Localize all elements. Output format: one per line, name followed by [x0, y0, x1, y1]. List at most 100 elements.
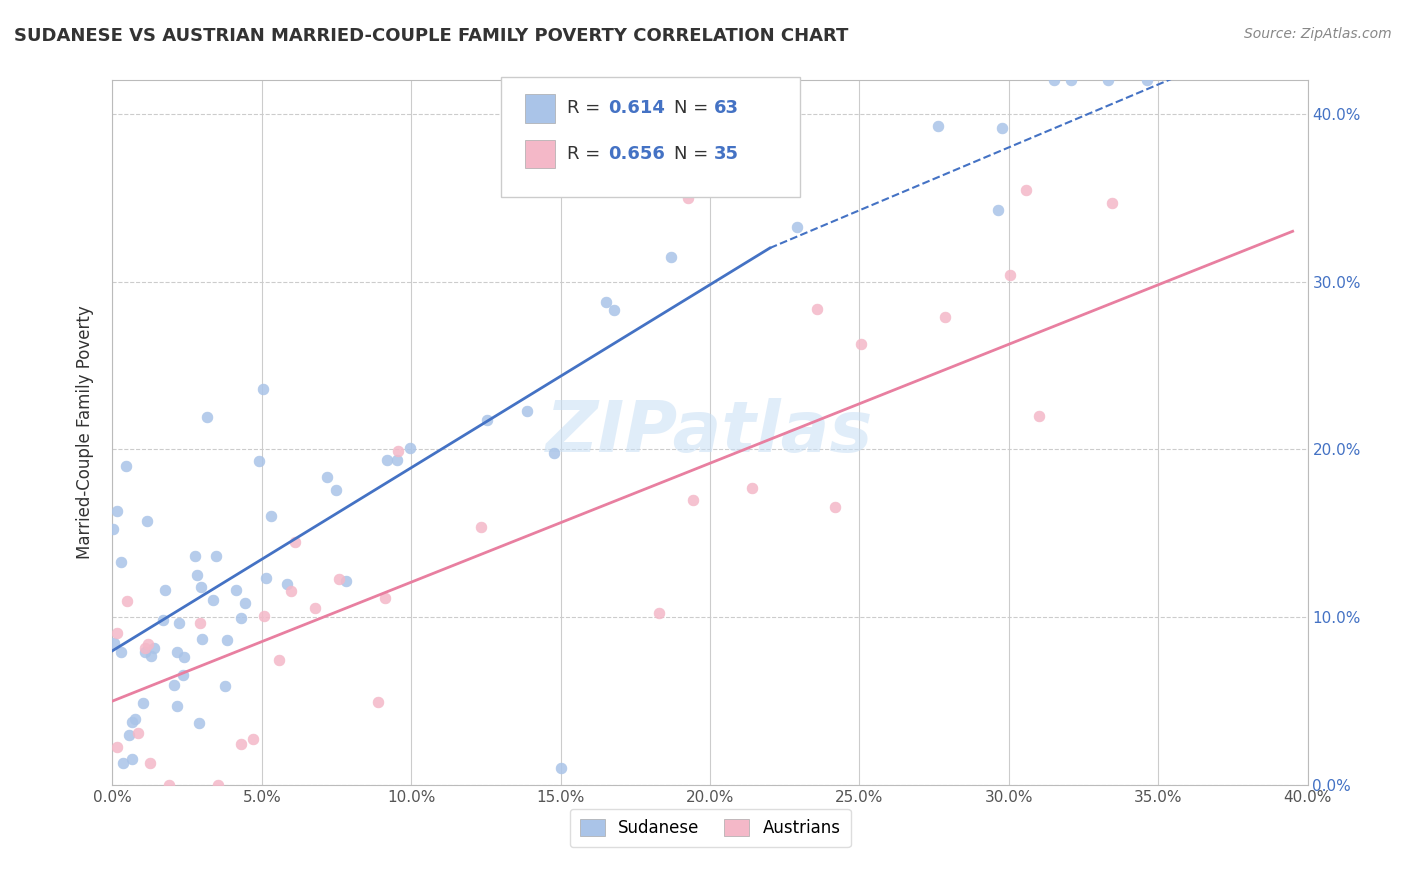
Point	[242, 731, 264, 746]
Point	[118, 728, 141, 742]
Point	[124, 712, 146, 726]
FancyBboxPatch shape	[524, 95, 555, 122]
Point	[121, 752, 143, 766]
Point	[105, 503, 128, 517]
Point	[259, 509, 281, 524]
Text: 0.614: 0.614	[609, 100, 665, 118]
Text: SUDANESE VS AUSTRIAN MARRIED-COUPLE FAMILY POVERTY CORRELATION CHART: SUDANESE VS AUSTRIAN MARRIED-COUPLE FAMI…	[14, 27, 848, 45]
Point	[806, 301, 828, 316]
Point	[1097, 73, 1119, 87]
Point	[247, 454, 270, 468]
Point	[325, 483, 347, 498]
Point	[153, 582, 176, 597]
Point	[375, 453, 398, 467]
Point	[676, 191, 699, 205]
Point	[167, 615, 190, 630]
Point	[253, 609, 276, 624]
Point	[173, 650, 195, 665]
Point	[280, 584, 302, 599]
Point	[387, 453, 409, 467]
Point	[316, 469, 339, 483]
Text: Source: ZipAtlas.com: Source: ZipAtlas.com	[1244, 27, 1392, 41]
Point	[786, 220, 808, 235]
Point	[207, 778, 229, 792]
Point	[139, 756, 162, 770]
Point	[759, 157, 782, 171]
Point	[132, 696, 155, 710]
Point	[387, 444, 409, 458]
Point	[143, 640, 166, 655]
Point	[398, 442, 420, 456]
Point	[824, 500, 846, 514]
Point	[682, 492, 704, 507]
Point	[470, 519, 492, 533]
Y-axis label: Married-Couple Family Poverty: Married-Couple Family Poverty	[76, 306, 94, 559]
Point	[927, 119, 949, 133]
Point	[1015, 183, 1038, 197]
FancyBboxPatch shape	[524, 140, 555, 169]
Point	[516, 403, 538, 417]
Point	[229, 611, 252, 625]
Point	[105, 739, 128, 754]
Point	[477, 412, 499, 426]
Point	[998, 268, 1021, 282]
Point	[105, 626, 128, 640]
Point	[267, 652, 290, 666]
Point	[205, 549, 228, 563]
Point	[195, 410, 218, 425]
Point	[1028, 409, 1050, 423]
Text: 63: 63	[714, 100, 738, 118]
Point	[166, 699, 188, 714]
Point	[1136, 73, 1159, 87]
Point	[163, 677, 186, 691]
Point	[934, 310, 956, 324]
Point	[121, 714, 143, 729]
Point	[103, 636, 125, 650]
Point	[602, 302, 624, 317]
Point	[112, 756, 135, 771]
Text: ZIPatlas: ZIPatlas	[547, 398, 873, 467]
Point	[186, 568, 208, 582]
Point	[141, 649, 163, 664]
Text: N =: N =	[675, 145, 714, 163]
Point	[991, 120, 1014, 135]
Point	[1060, 73, 1083, 87]
Point	[117, 594, 139, 608]
Text: R =: R =	[567, 145, 606, 163]
Point	[225, 582, 247, 597]
Text: N =: N =	[675, 100, 714, 118]
Point	[115, 459, 138, 474]
Point	[543, 446, 565, 460]
Point	[134, 645, 156, 659]
Point	[187, 716, 209, 731]
FancyBboxPatch shape	[501, 77, 800, 196]
Point	[172, 667, 194, 681]
Point	[191, 632, 214, 647]
Point	[595, 294, 617, 309]
Point	[110, 555, 132, 569]
Point	[252, 383, 274, 397]
Text: 35: 35	[714, 145, 738, 163]
Point	[136, 637, 159, 651]
Point	[648, 606, 671, 620]
Point	[214, 680, 236, 694]
Point	[127, 725, 149, 739]
Text: R =: R =	[567, 100, 606, 118]
Point	[254, 571, 277, 585]
Point	[166, 645, 188, 659]
Point	[741, 481, 763, 495]
Point	[190, 580, 212, 594]
Point	[1101, 196, 1123, 211]
Point	[659, 251, 682, 265]
Point	[335, 574, 357, 589]
Point	[987, 203, 1010, 218]
Point	[233, 596, 256, 610]
Point	[328, 572, 350, 586]
Point	[276, 577, 298, 591]
Point	[136, 514, 159, 528]
Point	[374, 591, 396, 606]
Point	[1043, 73, 1066, 87]
Point	[229, 737, 252, 751]
Point	[367, 695, 389, 709]
Point	[550, 761, 572, 775]
